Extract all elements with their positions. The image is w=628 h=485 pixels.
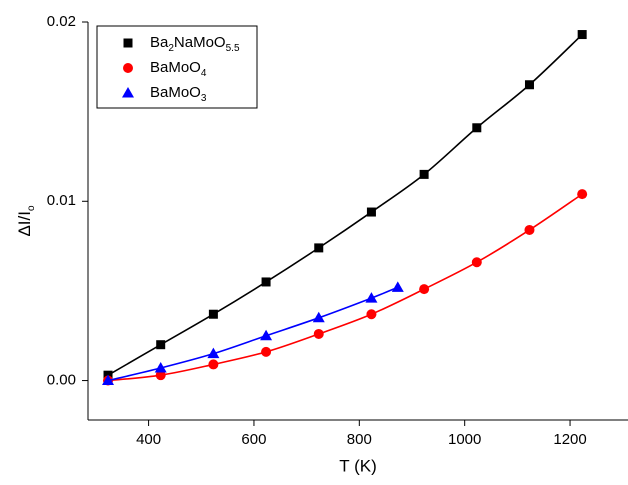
x-tick-label: 600 (241, 431, 266, 448)
data-point (261, 277, 271, 287)
x-tick-label: 800 (347, 431, 372, 448)
legend-label: BaMoO3 (150, 84, 207, 104)
data-point (524, 224, 535, 235)
data-point (391, 281, 404, 292)
data-point (312, 311, 325, 323)
legend-marker (123, 63, 133, 73)
data-point (155, 370, 166, 381)
series-line (107, 286, 399, 382)
data-point (102, 374, 115, 386)
data-point (365, 292, 378, 303)
series-line (107, 193, 583, 382)
x-tick-label: 1000 (448, 431, 481, 448)
data-point (261, 346, 272, 357)
data-point (577, 30, 587, 40)
data-point (260, 329, 273, 341)
data-point (156, 340, 166, 350)
data-point (208, 309, 218, 319)
data-point (577, 189, 588, 200)
x-axis-label: T (K) (339, 456, 376, 475)
data-point (154, 362, 167, 373)
data-point (419, 284, 430, 295)
legend-label: Ba2NaMoO5.5 (150, 34, 240, 54)
legend-marker (123, 38, 133, 48)
y-axis-label: ΔI/Io (15, 205, 37, 237)
data-point (366, 309, 377, 320)
data-point (471, 257, 482, 268)
y-tick-label: 0.02 (47, 13, 76, 30)
x-tick-label: 1200 (553, 431, 586, 448)
y-tick-label: 0.01 (47, 192, 76, 209)
y-tick-label: 0.00 (47, 372, 76, 389)
data-point (472, 123, 482, 133)
legend-label: BaMoO4 (150, 59, 207, 79)
data-point (314, 243, 324, 253)
data-point (207, 347, 220, 359)
data-point (366, 207, 376, 217)
series-line (107, 33, 583, 376)
legend-marker (122, 87, 134, 98)
data-point (313, 328, 324, 339)
data-point (524, 80, 534, 90)
data-point (419, 169, 429, 179)
data-point (208, 359, 219, 370)
x-tick-label: 400 (136, 431, 161, 448)
